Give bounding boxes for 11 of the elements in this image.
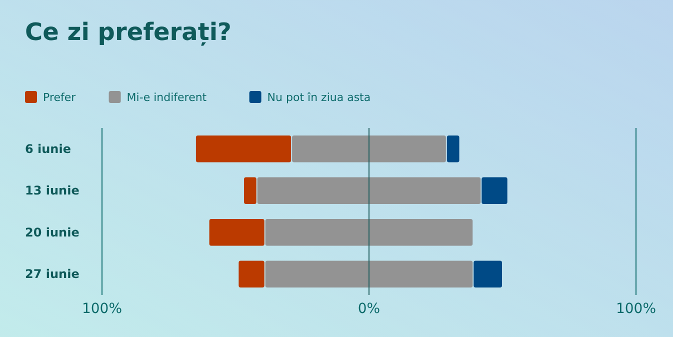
y-tick-label: 20 iunie bbox=[25, 225, 80, 240]
y-tick-label: 27 iunie bbox=[25, 267, 80, 282]
x-tick-label: 100% bbox=[616, 301, 656, 317]
legend-label: Mi-e indiferent bbox=[126, 91, 208, 104]
y-tick-label: 6 iunie bbox=[25, 142, 71, 156]
chart-title: Ce zi preferați? bbox=[25, 18, 232, 46]
legend-label: Prefer bbox=[43, 91, 76, 104]
x-tick-label: 100% bbox=[82, 301, 122, 317]
x-tick-label: 0% bbox=[358, 301, 380, 317]
legend-label: Nu pot în ziua asta bbox=[267, 91, 371, 104]
y-tick-label: 13 iunie bbox=[25, 184, 80, 198]
